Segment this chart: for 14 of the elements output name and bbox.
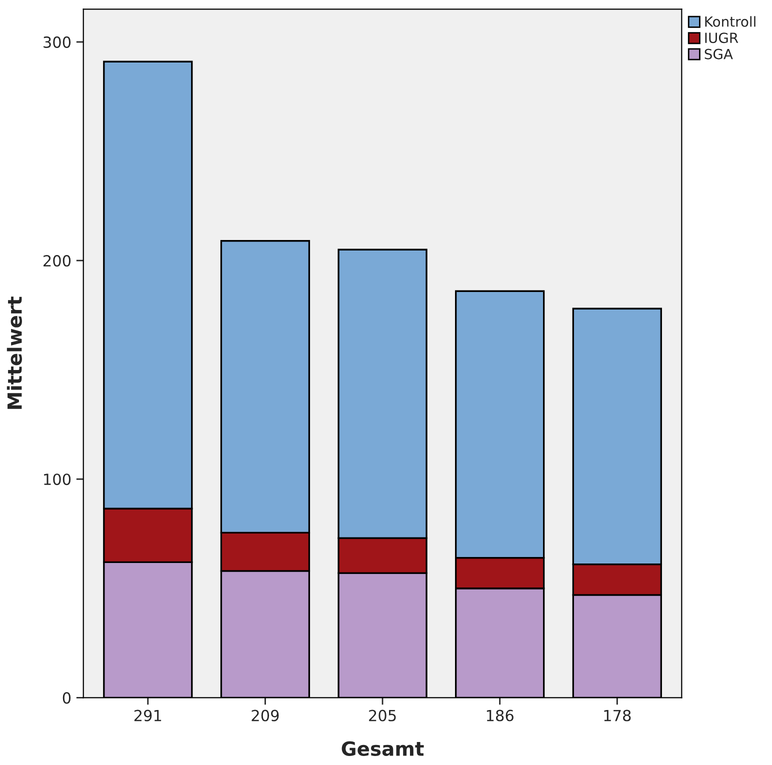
y-axis-title: Mittelwert — [6, 296, 22, 409]
y-tick-label: 100 — [44, 474, 71, 486]
x-tick-label: 205 — [369, 710, 396, 722]
legend-label: Kontroll — [705, 16, 756, 27]
y-tick-label: 300 — [44, 36, 71, 48]
x-axis-title: Gesamt — [342, 741, 424, 756]
legend-label: IUGR — [705, 32, 738, 44]
x-tick-label: 186 — [486, 710, 514, 722]
x-tick-label: 209 — [252, 710, 279, 722]
legend-label: SGA — [704, 48, 733, 60]
y-tick-label: 0 — [62, 692, 71, 704]
y-tick-label: 200 — [44, 255, 71, 267]
x-tick-label: 178 — [604, 710, 631, 722]
x-tick-label: 291 — [134, 710, 162, 722]
